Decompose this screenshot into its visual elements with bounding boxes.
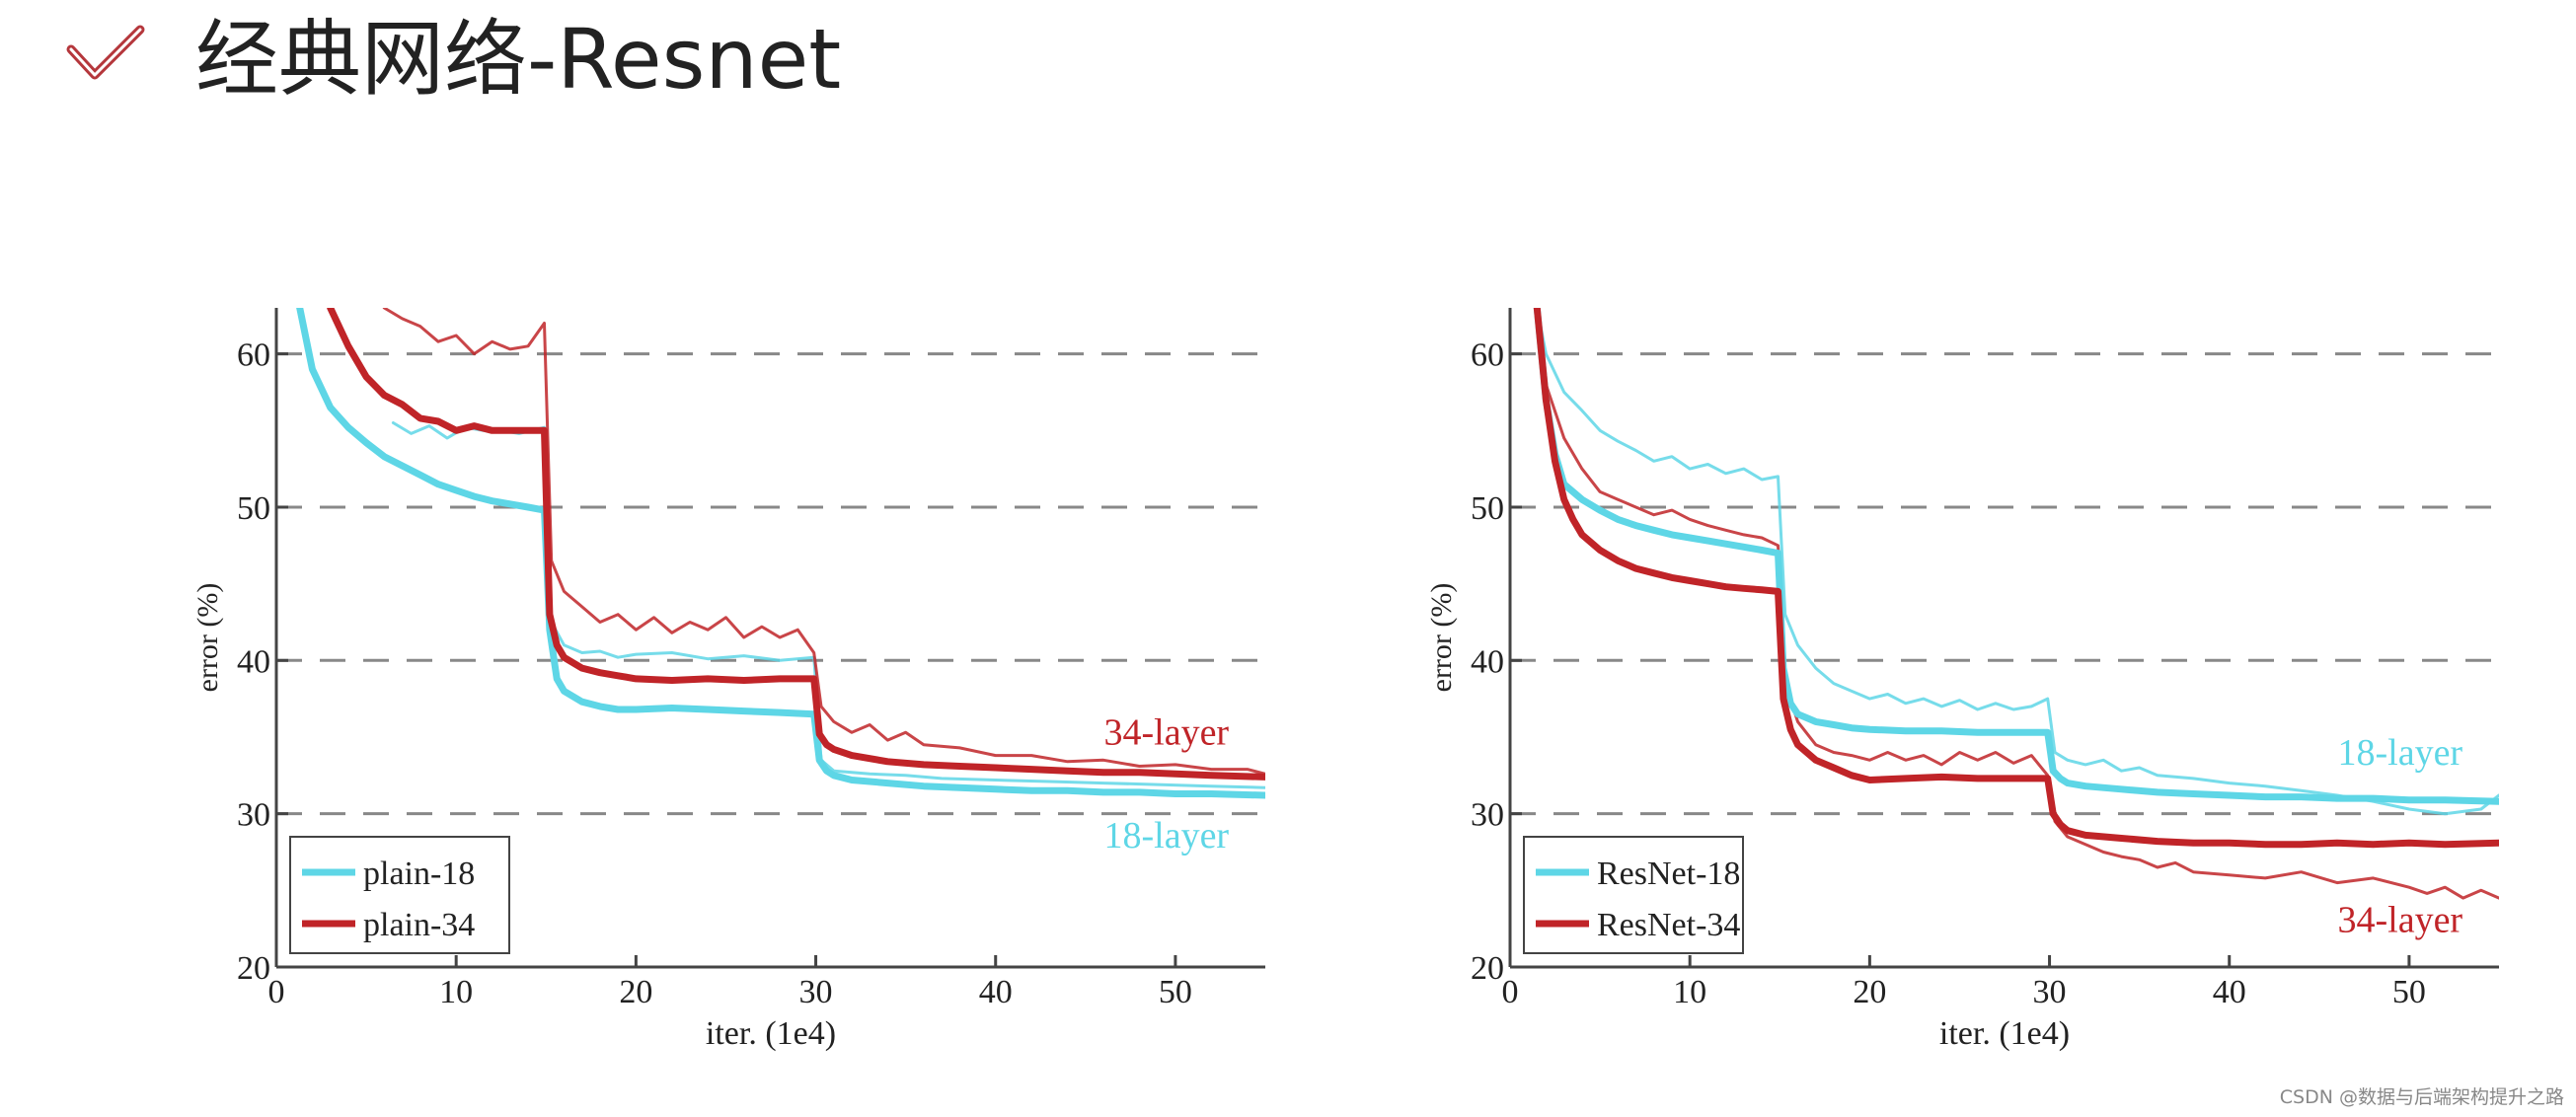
x-tick-label-20: 20 bbox=[619, 974, 652, 1010]
x-tick-label-50: 50 bbox=[1159, 974, 1192, 1010]
y-tick-label-20: 20 bbox=[1471, 950, 1504, 987]
x-tick-label-20: 20 bbox=[1853, 974, 1886, 1010]
legend-label-resnet-18: ResNet-18 bbox=[1597, 856, 1740, 892]
x-tick-label-30: 30 bbox=[799, 974, 833, 1010]
chart-plain: 20 30 40 50 60 0 10 20 30 40 50 iter. (1e4) error (%… bbox=[178, 286, 1283, 1066]
y-axis-label: error (%) bbox=[1425, 583, 1458, 693]
y-tick-label-20: 20 bbox=[237, 950, 270, 987]
series-resnet-34-train bbox=[1535, 308, 2499, 900]
legend-box bbox=[1523, 836, 1744, 954]
y-tick-label-60: 60 bbox=[237, 337, 270, 374]
x-tick-label-50: 50 bbox=[2392, 974, 2426, 1010]
annotation-34-layer: 34-layer bbox=[1103, 712, 1229, 754]
y-tick-label-40: 40 bbox=[237, 643, 270, 680]
x-tick-label-10: 10 bbox=[1673, 974, 1706, 1010]
x-tick-label-0: 0 bbox=[1502, 974, 1519, 1010]
annotation-34-layer: 34-layer bbox=[2337, 899, 2462, 940]
legend-label-plain-34: plain-34 bbox=[363, 907, 475, 943]
series-resnet-34 bbox=[1533, 308, 2499, 849]
series-resnet-18 bbox=[1533, 308, 2499, 805]
series-resnet-18-train bbox=[1535, 308, 2499, 816]
legend-label-plain-18: plain-18 bbox=[363, 856, 475, 892]
x-tick-label-40: 40 bbox=[2213, 974, 2246, 1010]
y-tick-label-50: 50 bbox=[1471, 490, 1504, 527]
x-tick-label-40: 40 bbox=[979, 974, 1013, 1010]
x-tick-label-10: 10 bbox=[439, 974, 473, 1010]
series-plain-34-train bbox=[382, 308, 1265, 776]
chart-resnet: 20 30 40 50 60 0 10 20 30 40 50 iter. (1e4) error (%… bbox=[1411, 286, 2517, 1066]
annotation-18-layer: 18-layer bbox=[2337, 732, 2462, 774]
y-tick-label-40: 40 bbox=[1471, 643, 1504, 680]
x-tick-label-30: 30 bbox=[2033, 974, 2067, 1010]
legend-box bbox=[289, 836, 510, 954]
y-tick-label-30: 30 bbox=[1471, 797, 1504, 834]
check-icon bbox=[66, 25, 145, 80]
legend: plain-18 plain-34 bbox=[289, 836, 510, 954]
legend-label-resnet-34: ResNet-34 bbox=[1597, 907, 1740, 943]
y-tick-label-60: 60 bbox=[1471, 337, 1504, 374]
y-tick-label-50: 50 bbox=[237, 490, 270, 527]
x-axis-label: iter. (1e4) bbox=[1939, 1015, 2070, 1052]
y-tick-label-30: 30 bbox=[237, 797, 270, 834]
legend: ResNet-18 ResNet-34 bbox=[1523, 836, 1744, 954]
series-plain-34 bbox=[327, 308, 1265, 781]
x-tick-label-0: 0 bbox=[268, 974, 285, 1010]
series-plain-18 bbox=[296, 308, 1265, 799]
slide-title: 经典网络-Resnet bbox=[195, 11, 842, 108]
annotation-18-layer: 18-layer bbox=[1103, 815, 1229, 856]
chart-resnet-svg: 20 30 40 50 60 0 10 20 30 40 50 iter. (1e4) error (%… bbox=[1425, 308, 2499, 1052]
y-axis-label: error (%) bbox=[191, 583, 224, 693]
x-axis-label: iter. (1e4) bbox=[706, 1015, 836, 1052]
watermark: CSDN @数据与后端架构提升之路 bbox=[2279, 1086, 2564, 1108]
chart-plain-svg: 20 30 40 50 60 0 10 20 30 40 50 iter. (1e4) error (%… bbox=[191, 308, 1265, 1052]
